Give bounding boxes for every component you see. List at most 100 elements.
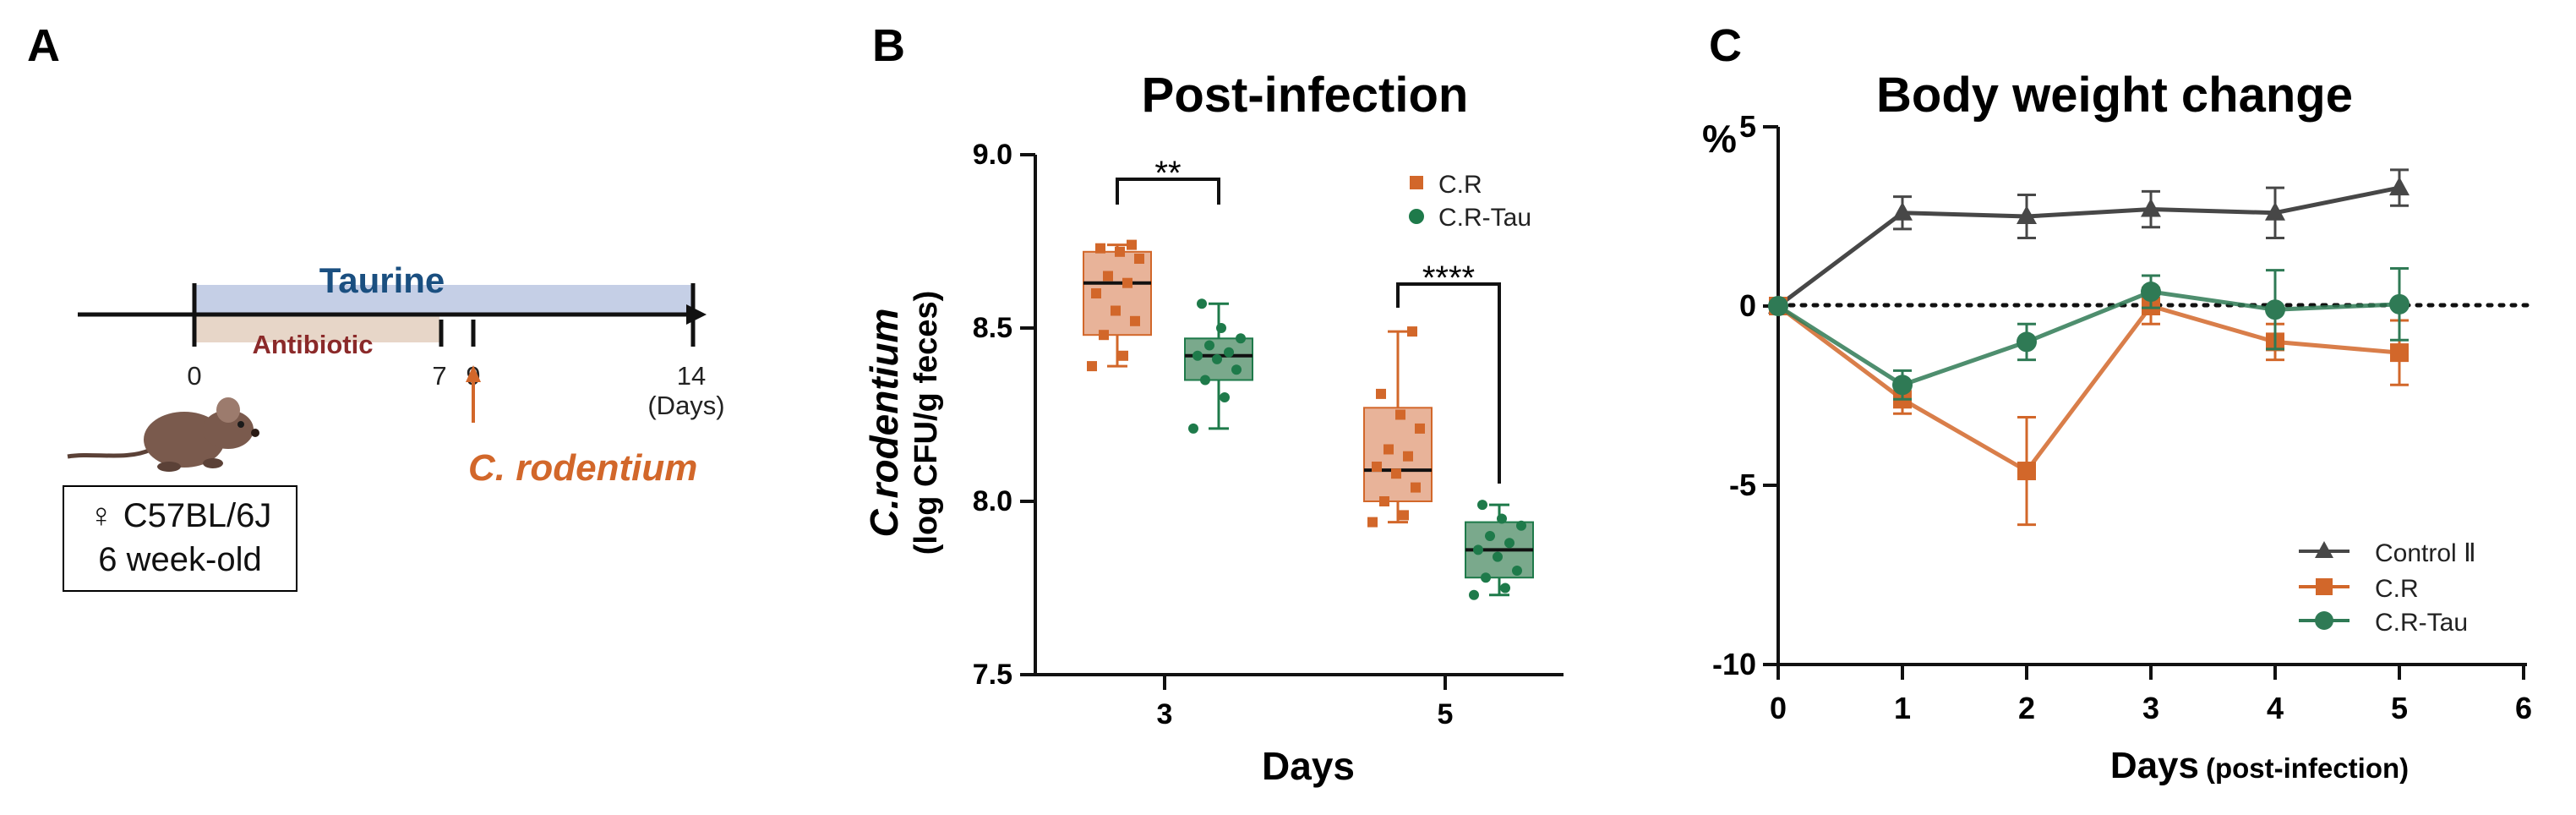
y-tick-label-8-5: 8.5 [973,312,1012,344]
legend-control-marker [2315,541,2333,558]
box-cr-day5 [1363,407,1433,502]
point-crtau-day3-0 [1188,423,1198,434]
y-tick-label-9: 9.0 [973,139,1012,171]
mouse-age: 6 week-old [98,541,262,578]
point-crtau-day5-9 [1497,513,1507,524]
legend-cr-marker [2316,578,2333,595]
x-tick-label-6: 6 [2515,691,2532,725]
y-axis-label: % [1702,117,1737,161]
x-tick-label-2: 2 [2018,691,2035,725]
chart-c-title: Body weight change [1876,68,2353,123]
point-crtau-day5-4 [1493,551,1503,562]
point-crtau-day3-2 [1200,375,1210,386]
point-crtau-day5-1 [1500,583,1510,593]
y-axis-label-main: C.rodentium [862,309,906,538]
box-plot-svg: B Post-infection C.rodentium (log CFU/g … [862,20,1564,788]
point-crtau-day3-10 [1197,298,1207,309]
legend-crtau-marker [1409,209,1424,224]
x-axis-label-sub: (post-infection) [2206,752,2409,784]
point-triangle-2 [2017,205,2037,224]
x-tick-label-5: 5 [2391,691,2408,725]
point-crtau-day3-4 [1212,353,1222,364]
timeline-arrowhead [686,304,707,325]
point-cr-day3-10 [1095,243,1105,254]
sig-bracket-day3 [1116,178,1220,205]
legend: Control Ⅱ C.R C.R-Tau [2299,539,2476,637]
legend-cr-marker [1410,176,1423,189]
point-cr-day3-5 [1091,288,1101,298]
point-cr-day5-4 [1391,468,1401,479]
series-line-square [1776,304,2400,474]
tick-label-0: 0 [187,361,201,391]
y-tick-label-8: 8.0 [973,485,1012,517]
sig-label-day3: ** [1154,155,1181,192]
point-circle-4 [2265,299,2285,320]
point-square-2 [2017,462,2036,481]
point-circle-1 [1892,375,1913,396]
point-crtau-day5-5 [1473,544,1483,555]
legend-crtau-marker [2315,611,2333,630]
taurine-band [194,285,693,314]
point-crtau-day3-3 [1231,364,1242,375]
legend-cr-label: C.R [1438,171,1482,199]
point-cr-day5-7 [1384,444,1394,455]
point-crtau-day5-7 [1485,531,1495,541]
x-axis-label-main: Days [2110,745,2199,786]
box-plot-marks [1083,239,1534,600]
point-crtau-day5-0 [1469,589,1479,600]
point-crtau-day3-8 [1236,333,1246,344]
panel-b-chart: B Post-infection C.rodentium (log CFU/g … [845,0,1589,815]
point-crtau-day5-8 [1516,520,1526,531]
days-unit-label: (Days) [647,391,724,420]
y-tick-label-5: 5 [1739,109,1756,144]
legend-cr-label: C.R [2375,575,2419,603]
line-chart-svg: C Body weight change % 5 0 -5 -10 0 1 2 … [1702,20,2532,786]
point-cr-day5-2 [1379,496,1389,506]
y-tick-label-minus-5: -5 [1729,468,1756,502]
chart-b-title: Post-infection [1142,68,1469,123]
point-triangle-1 [1892,201,1913,221]
point-crtau-day3-9 [1216,323,1226,333]
point-crtau-day5-2 [1481,572,1491,583]
sig-bracket-day5 [1396,282,1501,484]
line-chart-marks [1768,168,2410,527]
point-circle-0 [1768,296,1788,316]
panel-b-label: B [872,20,905,71]
y-tick-label-7-5: 7.5 [973,659,1012,691]
point-cr-day3-6 [1122,277,1132,288]
y-tick-label-minus-10: -10 [1712,647,1756,681]
point-triangle-3 [2141,198,2161,217]
mouse-strain: ♀ C57BL/6J [88,497,272,534]
point-cr-day3-0 [1087,361,1097,372]
legend-control-label: Control Ⅱ [2375,539,2476,567]
panel-a-schematic: A Taurine Antibiotic 0 7 9 14 (Days) C. … [0,0,845,815]
infection-arrowhead [466,365,481,382]
x-tick-label-3: 3 [1157,698,1173,730]
x-tick-label-5: 5 [1438,698,1454,730]
point-cr-day5-3 [1411,482,1421,493]
point-crtau-day5-3 [1512,566,1522,576]
point-circle-2 [2017,331,2037,353]
point-cr-day5-0 [1367,517,1378,528]
point-square-5 [2390,343,2409,363]
point-cr-day5-5 [1372,462,1382,472]
panel-c-chart: C Body weight change % 5 0 -5 -10 0 1 2 … [1589,0,2576,815]
legend-crtau-label: C.R-Tau [1438,204,1531,232]
point-crtau-day3-5 [1192,350,1203,361]
point-crtau-day5-10 [1477,500,1487,511]
point-triangle-4 [2265,201,2285,221]
point-cr-day3-11 [1127,239,1137,250]
x-tick-label-1: 1 [1894,691,1911,725]
point-crtau-day3-6 [1224,347,1234,358]
point-crtau-day3-7 [1204,340,1214,351]
point-cr-day3-8 [1134,254,1144,264]
point-cr-day3-7 [1103,271,1113,282]
panel-a-label: A [27,20,60,71]
point-cr-day5-10 [1376,388,1386,399]
x-tick-label-3: 3 [2142,691,2159,725]
point-circle-3 [2141,282,2161,303]
point-cr-day5-11 [1407,326,1417,337]
antibiotic-band [194,314,439,342]
mouse-info-box: ♀ C57BL/6J 6 week-old [63,485,297,592]
infection-label: C. rodentium [468,447,697,489]
